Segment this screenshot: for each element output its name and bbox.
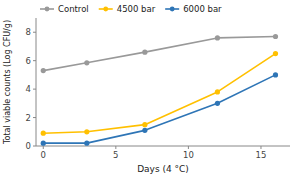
- plot-area: [41, 34, 278, 146]
- x-tick: [260, 146, 261, 149]
- y-tick-label: 0: [26, 141, 31, 151]
- legend-marker: [170, 7, 175, 12]
- y-tick-label: 6: [26, 56, 31, 66]
- x-tick-label: 5: [113, 150, 118, 160]
- y-tick: [33, 60, 36, 61]
- series-marker: [215, 101, 220, 106]
- series-marker: [273, 72, 278, 77]
- series-marker: [142, 128, 147, 133]
- x-tick-label: 15: [256, 150, 267, 160]
- legend-marker: [45, 7, 50, 12]
- legend-label: 6000 bar: [183, 4, 222, 14]
- x-tick: [188, 146, 189, 149]
- series-marker: [84, 141, 89, 146]
- x-tick: [43, 146, 44, 149]
- y-tick: [33, 146, 36, 147]
- y-axis-label: Total viable counts (Log CFU/g): [3, 20, 12, 145]
- x-axis-label: Days (4 °C): [137, 164, 189, 174]
- series-marker: [41, 68, 46, 73]
- legend-item: 4500 bar: [99, 4, 156, 14]
- x-tick-label: 0: [41, 150, 46, 160]
- y-tick-label: 4: [26, 84, 31, 94]
- x-tick-label: 10: [183, 150, 194, 160]
- series-marker: [142, 50, 147, 55]
- series-marker: [41, 131, 46, 136]
- series-line: [43, 36, 275, 70]
- series-marker: [215, 89, 220, 94]
- x-axis-line: [36, 146, 290, 147]
- legend-item: Control: [40, 4, 89, 14]
- series-marker: [41, 141, 46, 146]
- series-marker: [142, 122, 147, 127]
- y-tick: [33, 89, 36, 90]
- legend-label: 4500 bar: [117, 4, 156, 14]
- y-axis-line: [36, 18, 37, 146]
- series-marker: [84, 60, 89, 65]
- legend-item: 6000 bar: [165, 4, 222, 14]
- series-line: [43, 75, 275, 143]
- legend-label: Control: [58, 4, 89, 14]
- series-line: [43, 54, 275, 134]
- series-marker: [84, 129, 89, 134]
- legend: Control 4500 bar 6000 bar: [40, 4, 222, 14]
- x-tick: [115, 146, 116, 149]
- legend-marker: [103, 7, 108, 12]
- y-tick: [33, 117, 36, 118]
- series-marker: [273, 51, 278, 56]
- chart: 0 5 10 15 0 2 4 6 8 Days (4 °C) Total viable count…: [0, 0, 300, 180]
- y-tick-label: 2: [26, 113, 31, 123]
- y-tick: [33, 32, 36, 33]
- series-marker: [273, 34, 278, 39]
- y-tick-label: 8: [26, 27, 31, 37]
- series-marker: [215, 35, 220, 40]
